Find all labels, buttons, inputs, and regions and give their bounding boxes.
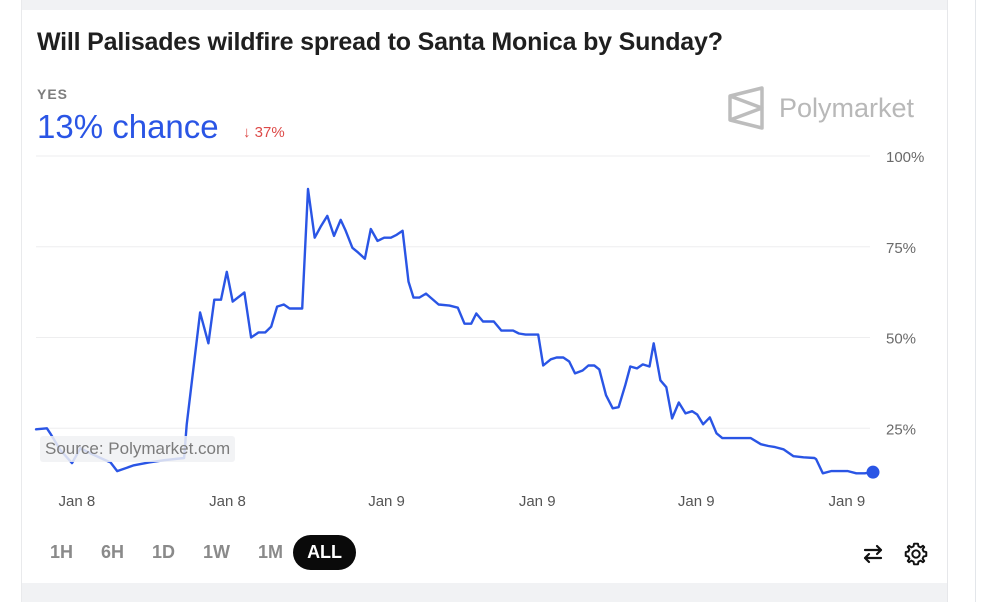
y-tick-label: 25% — [886, 421, 916, 438]
timeframe-6h[interactable]: 6H — [101, 542, 125, 562]
change-indicator: ↓ 37% — [243, 124, 285, 141]
timeframe-selector: 1H 6H 1D 1W 1M ALL — [40, 535, 364, 570]
source-label: Source: Polymarket.com — [40, 436, 236, 462]
top-band — [22, 0, 947, 10]
y-tick-label: 75% — [886, 240, 916, 257]
y-tick-label: 50% — [886, 331, 916, 348]
x-tick-label: Jan 9 — [519, 493, 556, 510]
market-title: Will Palisades wildfire spread to Santa … — [37, 28, 723, 56]
card-right-border — [947, 0, 948, 602]
timeframe-1w[interactable]: 1W — [203, 542, 231, 562]
brand-watermark: Polymarket — [727, 86, 914, 130]
page-divider — [975, 0, 976, 602]
change-value: 37% — [254, 124, 285, 141]
timeframe-1h[interactable]: 1H — [50, 542, 74, 562]
brand-name: Polymarket — [779, 92, 915, 123]
outcome-label: YES — [37, 86, 69, 102]
timeframe-1m[interactable]: 1M — [258, 542, 284, 562]
down-arrow-icon: ↓ — [243, 124, 251, 141]
y-tick-label: 100% — [886, 149, 924, 166]
yes-price-line — [34, 187, 875, 475]
x-tick-label: Jan 9 — [829, 493, 866, 510]
swap-arrows-icon — [863, 544, 883, 564]
current-price-marker — [866, 465, 880, 479]
x-tick-label: Jan 8 — [58, 493, 95, 510]
settings-button[interactable] — [903, 541, 929, 567]
x-tick-label: Jan 8 — [209, 493, 246, 510]
x-tick-label: Jan 9 — [368, 493, 405, 510]
timeframe-1d[interactable]: 1D — [152, 542, 176, 562]
card-left-border — [21, 0, 22, 602]
swap-axes-button[interactable] — [860, 541, 886, 567]
bottom-band — [22, 583, 947, 602]
gear-icon — [904, 542, 928, 566]
timeframe-all[interactable]: ALL — [293, 535, 357, 570]
polymarket-logo-icon — [728, 86, 764, 130]
x-tick-label: Jan 9 — [678, 493, 715, 510]
chance-value: 13% chance — [37, 108, 219, 145]
